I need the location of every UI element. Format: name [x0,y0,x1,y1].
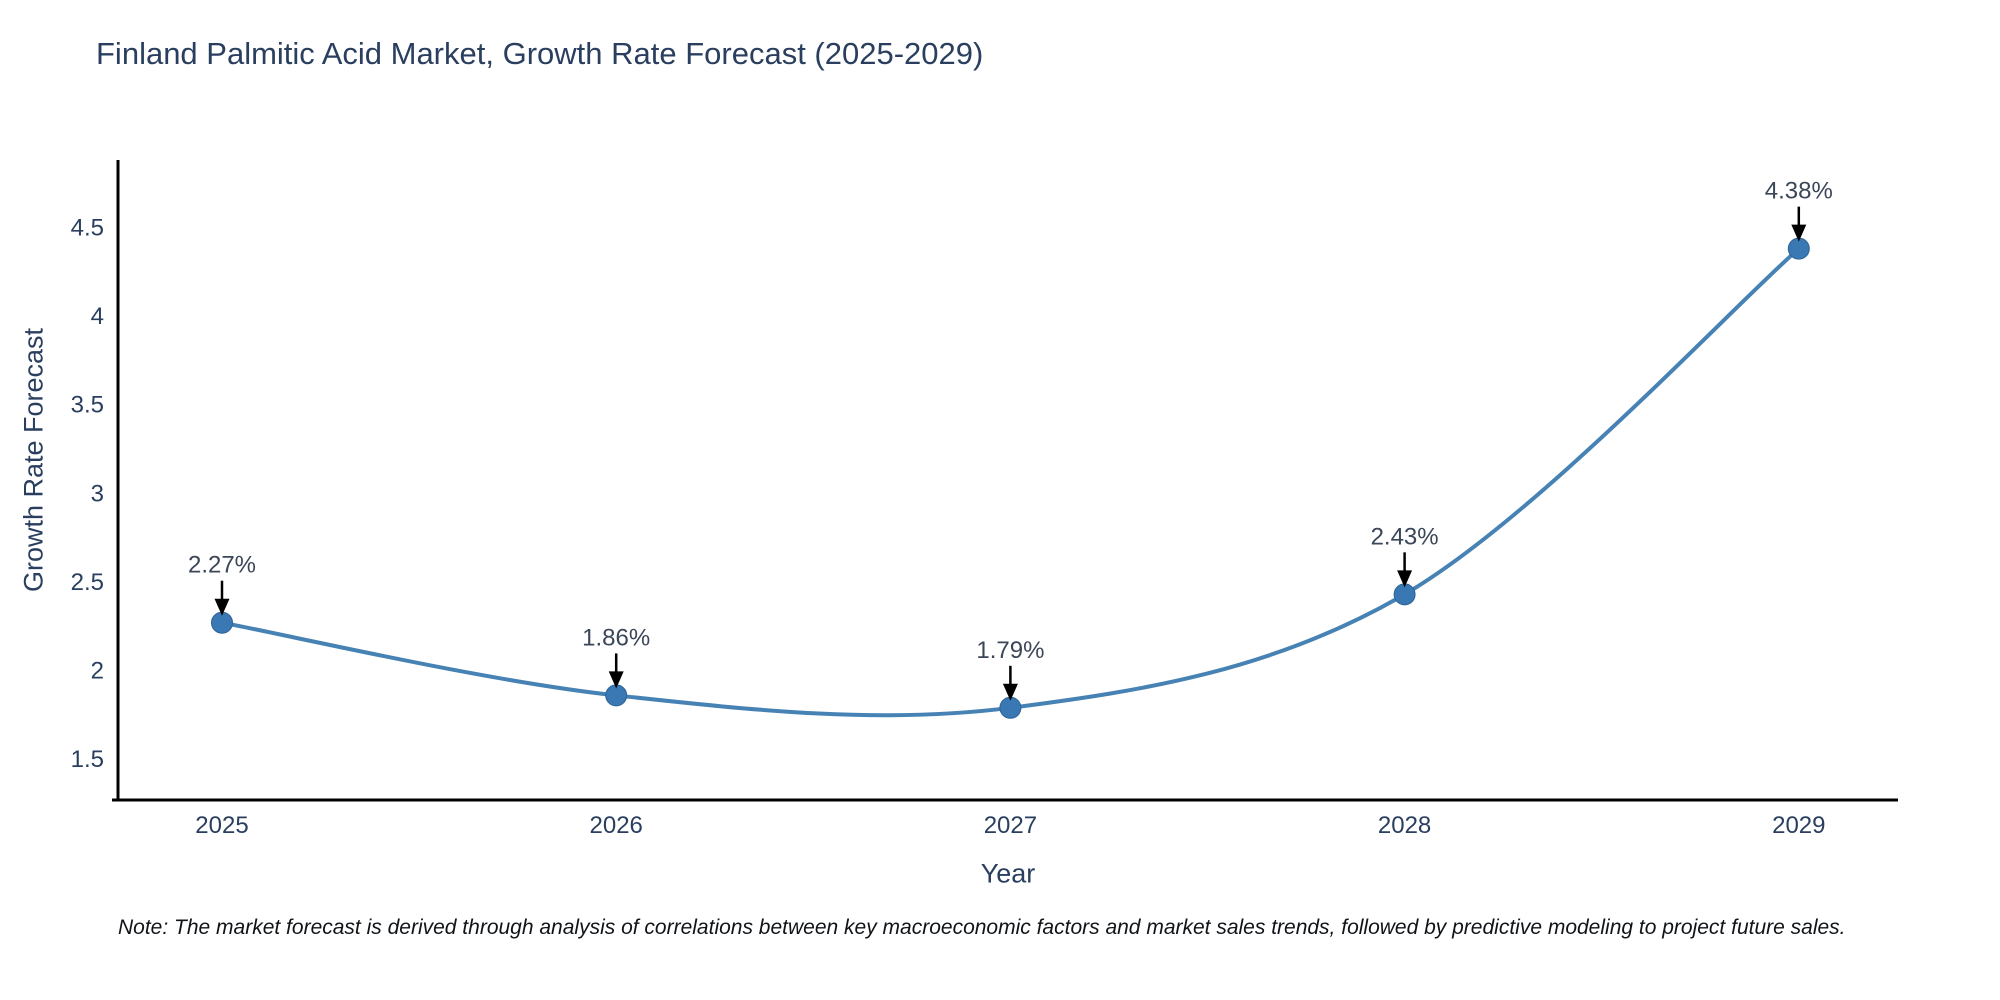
y-axis-title: Growth Rate Forecast [18,327,49,593]
point-value-label: 2.43% [1371,523,1439,550]
x-axis-title: Year [980,858,1036,889]
x-tick-label: 2028 [1378,812,1431,839]
x-tick-label: 2029 [1772,812,1825,839]
point-value-label: 4.38% [1765,178,1833,205]
annotation-arrowhead-icon [1397,570,1413,588]
x-tick-label: 2027 [984,812,1037,839]
y-tick-label: 1.5 [71,746,104,773]
y-tick-label: 4.5 [71,214,104,241]
y-tick-label: 3.5 [71,392,104,419]
annotation-arrowhead-icon [1791,224,1807,242]
annotation-arrowhead-icon [1002,683,1018,701]
annotation-arrowhead-icon [608,671,624,689]
x-tick-label: 2025 [195,812,248,839]
point-value-label: 2.27% [188,552,256,579]
y-tick-label: 2.5 [71,569,104,596]
y-tick-label: 3 [91,480,104,507]
note-text: Note: The market forecast is derived thr… [118,916,1846,939]
point-value-label: 1.79% [976,637,1044,664]
point-value-label: 1.86% [582,624,650,651]
x-tick-label: 2026 [590,812,643,839]
y-tick-label: 4 [91,303,104,330]
chart-title: Finland Palmitic Acid Market, Growth Rat… [96,36,984,71]
annotation-arrowhead-icon [214,598,230,616]
y-tick-label: 2 [91,658,104,685]
